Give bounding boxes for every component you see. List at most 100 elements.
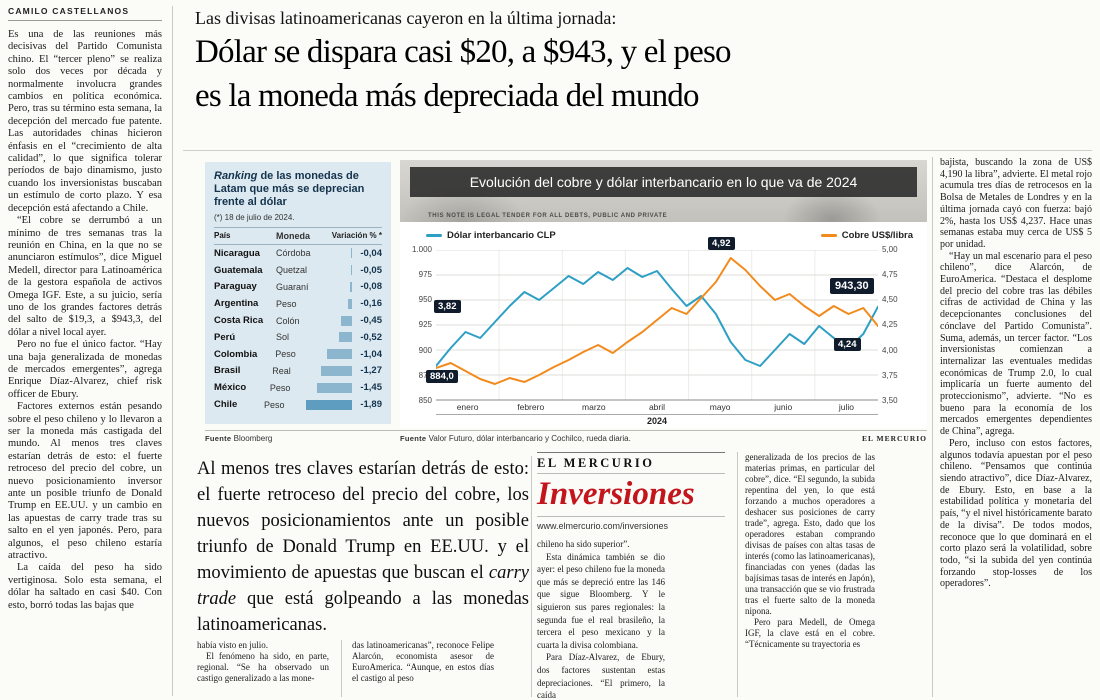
variation-value: -0,45	[360, 315, 382, 327]
table-source: Fuente Bloomberg	[205, 434, 391, 443]
cell-country: Argentina	[214, 298, 259, 310]
source-label: Fuente	[205, 434, 232, 443]
variation-bar	[348, 298, 352, 309]
cell-variation: -0,16	[328, 298, 382, 309]
paragraph: El fenómeno ha sido, en parte, regional.…	[197, 651, 329, 683]
chart-legend: Dólar interbancario CLP Cobre US$/libra	[400, 222, 927, 248]
variation-value: -0,08	[360, 281, 382, 293]
brand-url: www.elmercurio.com/inversiones	[537, 521, 669, 531]
table-row: Nicaragua Córdoba -0,04	[214, 245, 382, 262]
paragraph: Esta dinámica también se dio ayer: el pe…	[537, 551, 665, 650]
chart-plot-svg	[435, 249, 879, 401]
variation-value: -1,27	[360, 365, 382, 377]
article-text: Es una de las reuniones más decisivas de…	[8, 29, 162, 612]
cell-currency: Peso	[269, 382, 291, 393]
axis-tick-right: 5,00	[882, 245, 898, 254]
axis-tick-left: 850	[418, 395, 432, 405]
axis-tick-month: julio	[838, 402, 854, 412]
cell-variation: -1,27	[321, 365, 382, 376]
cell-variation: -1,89	[306, 399, 382, 410]
variation-value: -1,45	[360, 382, 382, 394]
column-divider	[932, 157, 933, 697]
chart: THIS NOTE IS LEGAL TENDER FOR ALL DEBTS,…	[400, 160, 927, 428]
headline-line: es la moneda más depreciada del mundo	[195, 78, 700, 114]
axis-tick-left: 875	[419, 371, 432, 380]
ranking-title-rest: de las monedas de Latam que más se depre…	[214, 170, 365, 208]
ranking-title-lead: Ranking	[214, 170, 258, 182]
cell-variation: -0,05	[328, 265, 382, 276]
variation-value: -0,05	[360, 264, 382, 276]
chart-title: Evolución del cobre y dólar interbancari…	[410, 167, 917, 197]
source-label: Fuente	[400, 434, 427, 443]
cell-currency: Peso	[264, 399, 285, 410]
paragraph: Para Díaz-Alvarez, de Ebury, dos factore…	[537, 652, 665, 698]
paragraph: “Hay un mal escenario para el peso chile…	[940, 250, 1092, 438]
ranking-title: Ranking de las monedas de Latam que más …	[214, 170, 382, 209]
legend-line-blue-icon	[426, 233, 442, 237]
axis-tick-right: 3,50	[882, 395, 898, 405]
dollar-bill-text: THIS NOTE IS LEGAL TENDER FOR ALL DEBTS,…	[428, 213, 668, 219]
header-variation: Variación % *	[331, 231, 382, 240]
cell-country: Nicaragua	[214, 247, 260, 259]
variation-value: -0,52	[360, 331, 382, 343]
paragraph: Es una de las reuniones más decisivas de…	[8, 29, 162, 214]
paragraph: La caída del peso ha sido vertiginosa. S…	[8, 562, 162, 611]
ranking-rows: Nicaragua Córdoba -0,04 Guatemala Quetzal -0,…	[214, 245, 382, 413]
pull-quote: Al menos tres claves estarían detrás de …	[197, 459, 529, 635]
cell-country: Perú	[214, 331, 236, 343]
table-row: Colombia Peso -1,04	[214, 346, 382, 363]
variation-bar	[351, 248, 352, 259]
inversiones-logo: EL MERCURIO Inversiones www.elmercurio.c…	[537, 452, 725, 531]
variation-value: -1,89	[360, 399, 382, 411]
axis-tick-left: 900	[418, 345, 432, 355]
annotation-copper-start: 3,82	[434, 300, 461, 313]
paragraph: bajista, buscando la zona de US$ 4,190 l…	[940, 157, 1092, 250]
table-row: Chile Peso -1,89	[214, 396, 382, 413]
cell-currency: Quetzal	[276, 265, 308, 276]
byline: CAMILO CASTELLANOS	[8, 6, 130, 16]
headline-line: Dólar se dispara casi $20, a $943, y el …	[195, 34, 732, 70]
cell-country: Brasil	[214, 365, 241, 377]
inversiones-wordmark: Inversiones	[537, 474, 725, 517]
table-row: Costa Rica Colón -0,45	[214, 312, 382, 329]
axis-tick-right: 4,25	[882, 320, 898, 330]
column-divider	[172, 6, 173, 696]
cell-country: Chile	[214, 399, 238, 411]
axis-tick-left: 975	[418, 270, 432, 280]
paragraph: chileno ha sido superior”.	[537, 539, 630, 549]
chart-axis-right: 5,00 4,75 4,50 4,25 4,00 3,75 3,50	[882, 245, 922, 405]
axis-tick-month: febrero	[517, 402, 545, 412]
axis-tick-right: 3,75	[882, 370, 898, 380]
table-header: País Moneda Variación % *	[214, 227, 382, 245]
source-text: Bloomberg	[233, 434, 273, 443]
axis-tick-left: 950	[418, 295, 432, 305]
cell-country: Paraguay	[214, 281, 257, 293]
left-article-column: CAMILO CASTELLANOS Es una de las reunion…	[8, 6, 162, 696]
bottom-column-2: das latinoamericanas”, reconoce Felipe A…	[352, 640, 494, 698]
variation-bar	[350, 265, 352, 276]
ranking-table: Ranking de las monedas de Latam que más …	[205, 162, 391, 424]
cell-currency: Peso	[276, 298, 297, 309]
paragraph: Factores externos están pesando sobre el…	[8, 401, 162, 562]
column-divider	[341, 640, 342, 697]
cell-currency: Sol	[276, 332, 290, 343]
bottom-column-4: generalizada de los precios de las mater…	[745, 452, 875, 697]
variation-bar	[326, 349, 352, 360]
axis-tick-month: mayo	[709, 402, 731, 412]
axis-tick-right: 4,50	[882, 295, 898, 305]
table-row: México Peso -1,45	[214, 379, 382, 396]
axis-tick-left: 1.000	[411, 245, 432, 254]
paragraph: Pero, incluso con estos factores, alguno…	[940, 437, 1092, 590]
right-article-column: bajista, buscando la zona de US$ 4,190 l…	[940, 157, 1092, 697]
cell-country: Colombia	[214, 348, 258, 360]
source-text: Valor Futuro, dólar interbancario y Coch…	[428, 434, 631, 443]
cell-variation: -0,04	[328, 248, 382, 259]
variation-value: -1,04	[360, 348, 382, 360]
cell-currency: Guaraní	[276, 281, 309, 292]
kicker: Las divisas latinoamericanas cayeron en …	[195, 8, 617, 28]
cell-variation: -0,08	[328, 281, 382, 292]
annotation-copper-peak: 4,92	[708, 237, 735, 250]
annotation-dollar-start: 884,0	[426, 370, 458, 383]
axis-tick-month: enero	[456, 402, 479, 412]
table-row: Brasil Real -1,27	[214, 363, 382, 380]
